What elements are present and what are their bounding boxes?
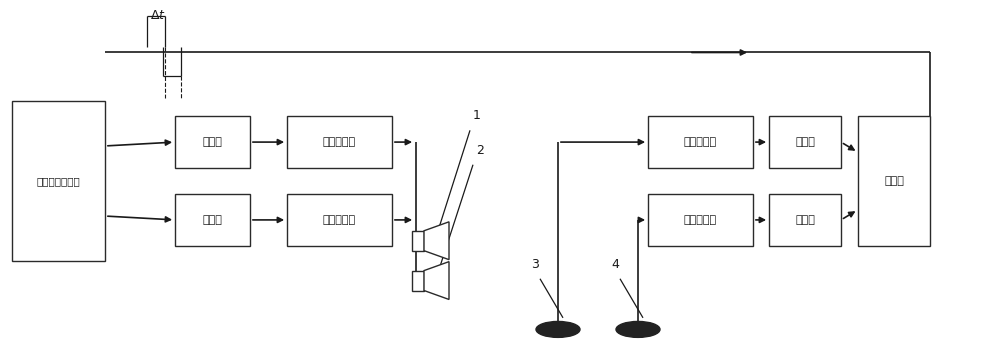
Bar [648,116,753,168]
Text: 触发信号发生器: 触发信号发生器 [37,176,80,186]
Text: 信号源: 信号源 [203,137,222,147]
Text: 功率放大器: 功率放大器 [323,215,356,225]
Text: 滤波器: 滤波器 [795,215,815,225]
Bar [858,116,930,246]
Text: 3: 3 [531,258,539,271]
Bar [287,194,392,246]
Text: $\Delta t$: $\Delta t$ [150,9,166,22]
Text: 采集器: 采集器 [884,176,904,186]
Bar [412,271,424,290]
Bar [769,116,841,168]
Text: 1: 1 [473,109,481,122]
Polygon shape [424,222,449,260]
Text: 信号源: 信号源 [203,215,222,225]
Bar [287,116,392,168]
Polygon shape [424,262,449,299]
Bar [412,231,424,251]
Text: 滤波器: 滤波器 [795,137,815,147]
Bar [648,194,753,246]
Text: 功率放大器: 功率放大器 [323,137,356,147]
Text: 测量放大器: 测量放大器 [684,137,717,147]
Bar [175,194,250,246]
Text: 2: 2 [476,144,484,157]
Text: 4: 4 [611,258,619,271]
Circle shape [536,321,580,337]
Circle shape [616,321,660,337]
Bar [12,101,105,261]
Bar [769,194,841,246]
Bar [175,116,250,168]
Text: 测量放大器: 测量放大器 [684,215,717,225]
